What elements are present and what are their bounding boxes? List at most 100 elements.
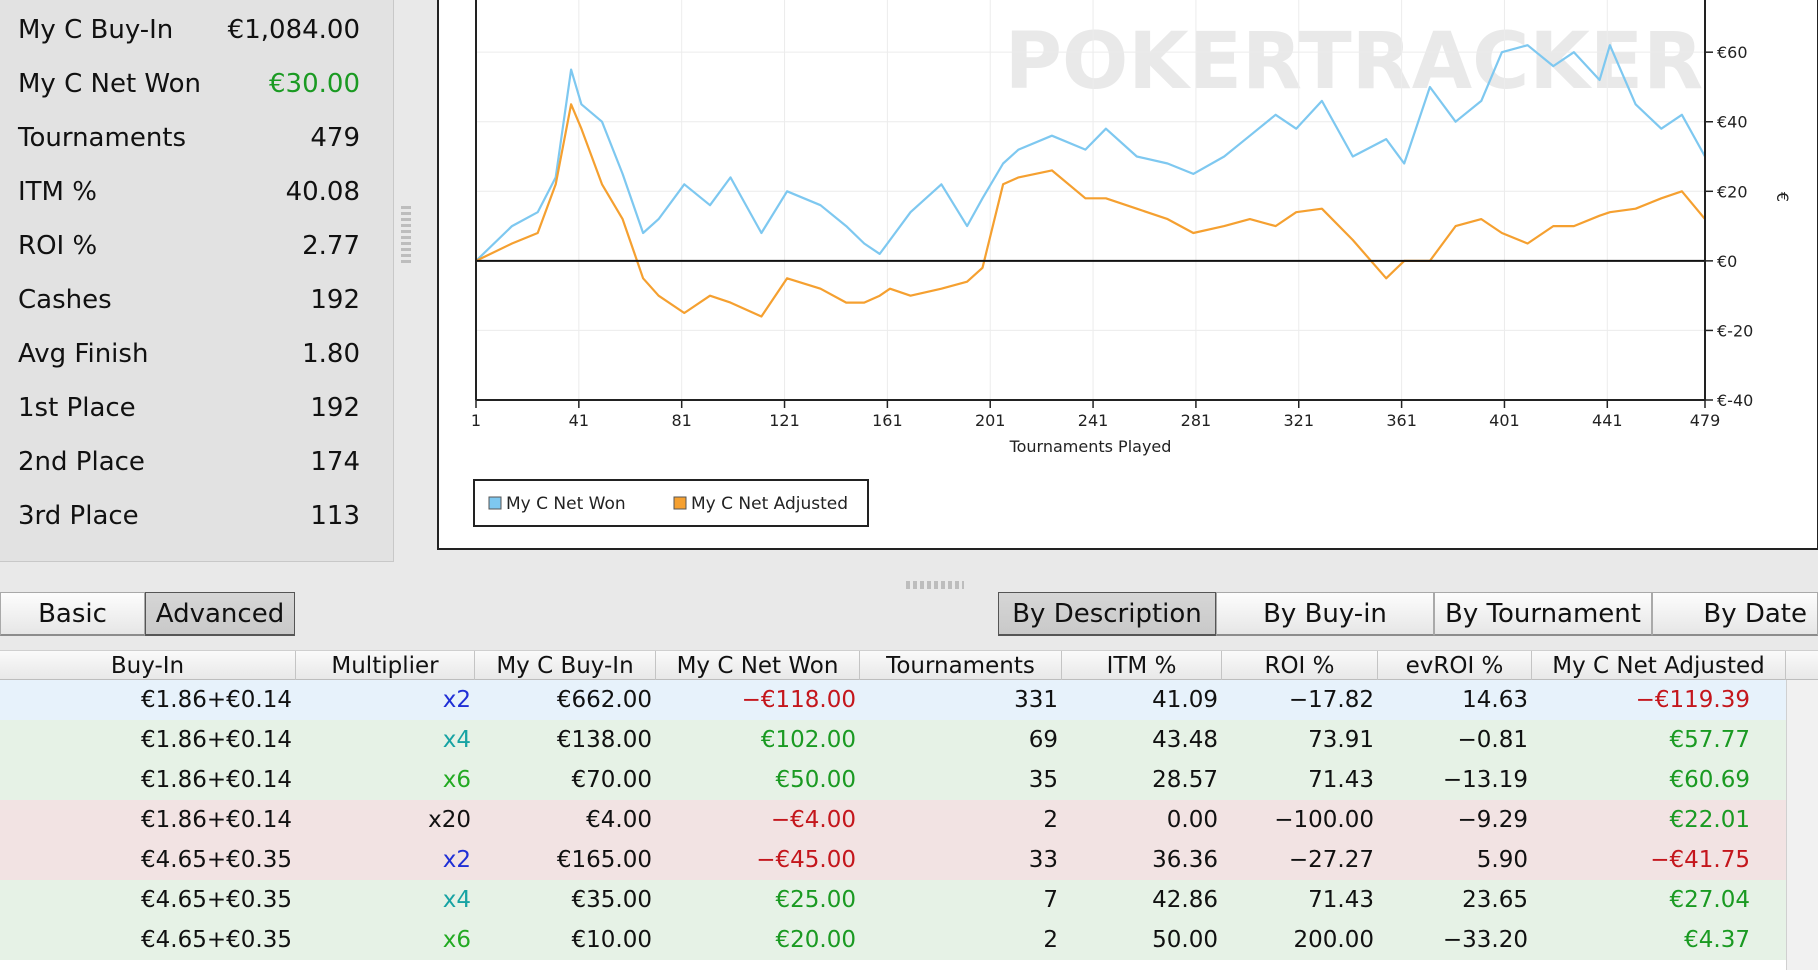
x-tick-label: 441 xyxy=(1592,411,1623,430)
y-tick-label: €-20 xyxy=(1717,321,1753,340)
stat-label: 1st Place xyxy=(18,393,136,423)
tab-by-buy-in[interactable]: By Buy-in xyxy=(1216,592,1434,636)
table-cell: 28.57 xyxy=(1152,767,1218,793)
table-cell: 36.36 xyxy=(1152,847,1218,873)
stat-value: 1.80 xyxy=(302,339,360,369)
table-cell: 71.43 xyxy=(1308,767,1374,793)
stat-label: ITM % xyxy=(18,177,97,207)
stat-label: ROI % xyxy=(18,231,98,261)
table-scrollbar[interactable] xyxy=(1786,680,1818,970)
table-cell: €1.86+€0.14 xyxy=(141,727,292,753)
legend-box xyxy=(473,479,869,527)
table-cell: −€45.00 xyxy=(756,847,856,873)
table-cell: 69 xyxy=(1028,727,1058,753)
table-cell: 41.09 xyxy=(1152,687,1218,713)
table-cell: €20.00 xyxy=(775,927,856,953)
column-header[interactable]: ROI % xyxy=(1222,651,1378,681)
table-cell: 7 xyxy=(1043,887,1058,913)
table-row[interactable]: €1.86+€0.14 x20 €4.00 −€4.00 2 0.00 −100.00 −9.… xyxy=(0,800,1818,840)
x-tick-label: 81 xyxy=(672,411,692,430)
stat-value: 192 xyxy=(310,393,360,423)
table-cell: 42.86 xyxy=(1152,887,1218,913)
table-cell: €102.00 xyxy=(760,727,856,753)
tab-basic[interactable]: Basic xyxy=(0,592,145,636)
table-cell: €138.00 xyxy=(556,727,652,753)
column-header[interactable]: My C Buy-In xyxy=(475,651,656,681)
column-header[interactable]: ITM % xyxy=(1062,651,1222,681)
stat-row: 1st Place 192 xyxy=(18,388,360,428)
table-row[interactable]: €1.86+€0.14 x4 €138.00 €102.00 69 43.48 73.91 −… xyxy=(0,720,1818,760)
table-cell: −9.29 xyxy=(1457,807,1528,833)
x-tick-label: 201 xyxy=(975,411,1006,430)
table-cell: €4.65+€0.35 xyxy=(141,847,292,873)
table-cell: x6 xyxy=(442,767,471,793)
table-cell: 2 xyxy=(1043,807,1058,833)
table-cell: 50.00 xyxy=(1152,927,1218,953)
column-header[interactable]: My C Net Adjusted xyxy=(1532,651,1786,681)
table-cell: €57.77 xyxy=(1669,727,1750,753)
series-line-1 xyxy=(475,103,1706,318)
panel-resize-grip-horizontal[interactable] xyxy=(906,581,964,589)
stat-value: 192 xyxy=(310,285,360,315)
table-row[interactable]: €4.65+€0.35 x6 €10.00 €20.00 2 50.00 200.00 −33… xyxy=(0,920,1818,960)
table-cell: €50.00 xyxy=(775,767,856,793)
stat-row: 2nd Place 174 xyxy=(18,442,360,482)
stat-value: €1,084.00 xyxy=(227,15,360,45)
table-row[interactable]: €1.86+€0.14 x2 €662.00 −€118.00 331 41.09 −17.… xyxy=(0,680,1818,720)
stat-label: Avg Finish xyxy=(18,339,149,369)
table-cell: 71.43 xyxy=(1308,887,1374,913)
table-cell: −0.81 xyxy=(1457,727,1528,753)
table-cell: x4 xyxy=(442,887,471,913)
x-tick-label: 241 xyxy=(1078,411,1109,430)
results-graph: POKERTRACKER 1 41 81 121 161 201 241 281 321 361 40… xyxy=(437,0,1818,550)
table-cell: 331 xyxy=(1014,687,1058,713)
table-row[interactable]: €1.86+€0.14 x6 €70.00 €50.00 35 28.57 71.43 −13… xyxy=(0,760,1818,800)
y-tick-label: €20 xyxy=(1717,182,1748,201)
table-cell: 200.00 xyxy=(1293,927,1374,953)
table-cell: €70.00 xyxy=(571,767,652,793)
x-tick-label: 361 xyxy=(1386,411,1417,430)
y-tick-label: €40 xyxy=(1717,113,1748,132)
table-header: Buy-In Multiplier My C Buy-In My C Net Won T… xyxy=(0,650,1818,681)
x-tick-label: 41 xyxy=(569,411,589,430)
stat-label: Cashes xyxy=(18,285,112,315)
tab-by-tournament[interactable]: By Tournament xyxy=(1434,592,1652,636)
y-axis-title: € xyxy=(1773,192,1792,202)
stat-value: 479 xyxy=(310,123,360,153)
series-line-0 xyxy=(475,44,1706,262)
stat-row: My C Buy-In €1,084.00 xyxy=(18,10,360,50)
table-cell: x2 xyxy=(442,687,471,713)
table-cell: €1.86+€0.14 xyxy=(141,807,292,833)
stat-value: 40.08 xyxy=(285,177,360,207)
column-header[interactable]: evROI % xyxy=(1378,651,1532,681)
stat-row: 3rd Place 113 xyxy=(18,496,360,536)
column-header[interactable]: Tournaments xyxy=(860,651,1062,681)
table-row[interactable]: €4.65+€0.35 x4 €35.00 €25.00 7 42.86 71.43 23.6… xyxy=(0,880,1818,920)
table-cell: 0.00 xyxy=(1166,807,1218,833)
x-tick-label: 161 xyxy=(872,411,903,430)
column-header[interactable]: My C Net Won xyxy=(656,651,860,681)
column-header[interactable]: Buy-In xyxy=(0,651,296,681)
table-cell: €60.69 xyxy=(1669,767,1750,793)
panel-resize-grip-vertical[interactable] xyxy=(401,206,411,264)
tab-by-date[interactable]: By Date xyxy=(1652,592,1818,636)
results-table: Buy-In Multiplier My C Buy-In My C Net Won T… xyxy=(0,650,1818,970)
table-cell: −100.00 xyxy=(1274,807,1374,833)
table-cell: €4.65+€0.35 xyxy=(141,887,292,913)
stat-value: 174 xyxy=(310,447,360,477)
stat-value: 2.77 xyxy=(302,231,360,261)
tab-advanced[interactable]: Advanced xyxy=(145,592,295,636)
table-cell: €1.86+€0.14 xyxy=(141,767,292,793)
table-cell: 35 xyxy=(1028,767,1058,793)
stat-label: 2nd Place xyxy=(18,447,145,477)
chart-watermark: POKERTRACKER xyxy=(1005,17,1703,107)
table-cell: −€4.00 xyxy=(770,807,856,833)
table-cell: €165.00 xyxy=(556,847,652,873)
stat-value: 113 xyxy=(310,501,360,531)
table-row[interactable]: €4.65+€0.35 x2 €165.00 −€45.00 33 36.36 −27.27… xyxy=(0,840,1818,880)
tab-by-description[interactable]: By Description xyxy=(998,592,1216,636)
stat-label: Tournaments xyxy=(18,123,187,153)
table-cell: €27.04 xyxy=(1669,887,1750,913)
column-header[interactable]: Multiplier xyxy=(296,651,475,681)
stat-row: Avg Finish 1.80 xyxy=(18,334,360,374)
